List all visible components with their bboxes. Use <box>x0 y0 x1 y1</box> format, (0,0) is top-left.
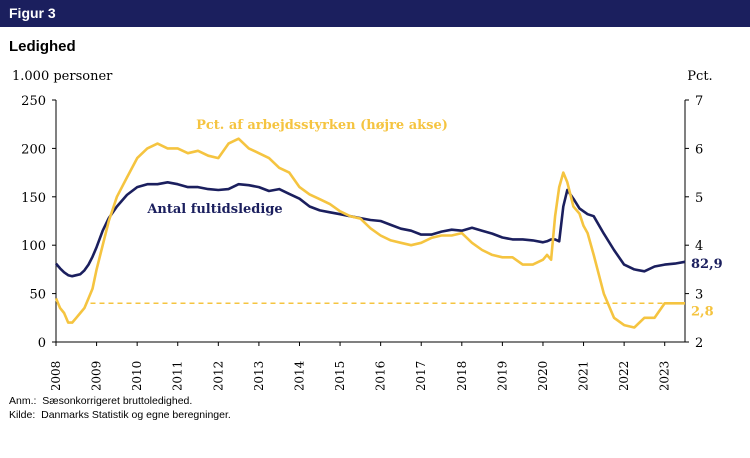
right-tick-label: 3 <box>695 288 703 303</box>
x-tick-label: 2011 <box>171 361 185 390</box>
end-label-antal: 82,9 <box>691 257 723 272</box>
left-tick-label: 0 <box>38 336 46 351</box>
note-anm-text: Sæsonkorrigeret bruttoledighed. <box>42 395 193 407</box>
right-tick-label: 6 <box>695 142 703 157</box>
x-tick-label: 2017 <box>414 361 428 390</box>
left-tick-label: 250 <box>21 94 46 109</box>
x-tick-label: 2008 <box>49 361 63 390</box>
series-label-antal: Antal fultidsledige <box>146 202 282 217</box>
series-line-pct <box>54 137 685 329</box>
x-tick-label: 2018 <box>455 361 469 390</box>
x-tick-label: 2013 <box>252 361 266 390</box>
figure-header-bar: Figur 3 <box>0 0 750 27</box>
x-tick-label: 2022 <box>617 361 631 390</box>
x-tick-label: 2010 <box>130 361 144 390</box>
chart-title: Ledighed <box>9 38 76 55</box>
note-kilde-text: Danmarks Statistik og egne beregninger. <box>41 409 231 421</box>
note-kilde: Kilde: Danmarks Statistik og egne beregn… <box>9 408 231 422</box>
axes: 1.000 personer Pct. 0 50 100 150 200 250 2 3 4 5 6 7 2… <box>12 69 713 390</box>
right-tick-label: 7 <box>695 94 703 109</box>
right-tick-label: 4 <box>695 239 703 254</box>
right-tick-label: 5 <box>695 191 703 206</box>
right-unit-label: Pct. <box>687 69 712 84</box>
x-tick-label: 2009 <box>90 361 104 390</box>
right-tick-label: 2 <box>695 336 703 351</box>
label-layer: Antal fultidsledige Pct. af arbejdsstyrke… <box>146 118 722 319</box>
unemployment-chart: 1.000 personer Pct. 0 50 100 150 200 250 2 3 4 5 6 7 2… <box>12 69 723 390</box>
series-layer <box>54 137 686 329</box>
x-tick-label: 2016 <box>374 361 388 390</box>
left-tick-label: 150 <box>21 191 46 206</box>
x-tick-label: 2020 <box>536 361 550 390</box>
x-tick-label: 2023 <box>658 361 672 390</box>
x-tick-label: 2019 <box>495 361 509 390</box>
x-tick-label: 2015 <box>333 361 347 390</box>
note-kilde-key: Kilde: <box>9 409 36 421</box>
note-anm: Anm.: Sæsonkorrigeret bruttoledighed. <box>9 394 231 408</box>
series-label-pct: Pct. af arbejdsstyrken (højre akse) <box>196 118 448 133</box>
left-unit-label: 1.000 personer <box>12 69 113 84</box>
left-tick-label: 200 <box>21 142 46 157</box>
x-tick-label: 2012 <box>211 361 225 390</box>
left-tick-label: 100 <box>21 239 46 254</box>
left-tick-label: 50 <box>29 288 46 303</box>
end-label-pct: 2,8 <box>691 304 714 319</box>
figure-label: Figur 3 <box>9 5 56 21</box>
x-tick-label: 2021 <box>577 361 591 390</box>
x-tick-label: 2014 <box>292 360 306 390</box>
note-anm-key: Anm.: <box>9 395 37 407</box>
notes: Anm.: Sæsonkorrigeret bruttoledighed. Ki… <box>9 394 231 422</box>
